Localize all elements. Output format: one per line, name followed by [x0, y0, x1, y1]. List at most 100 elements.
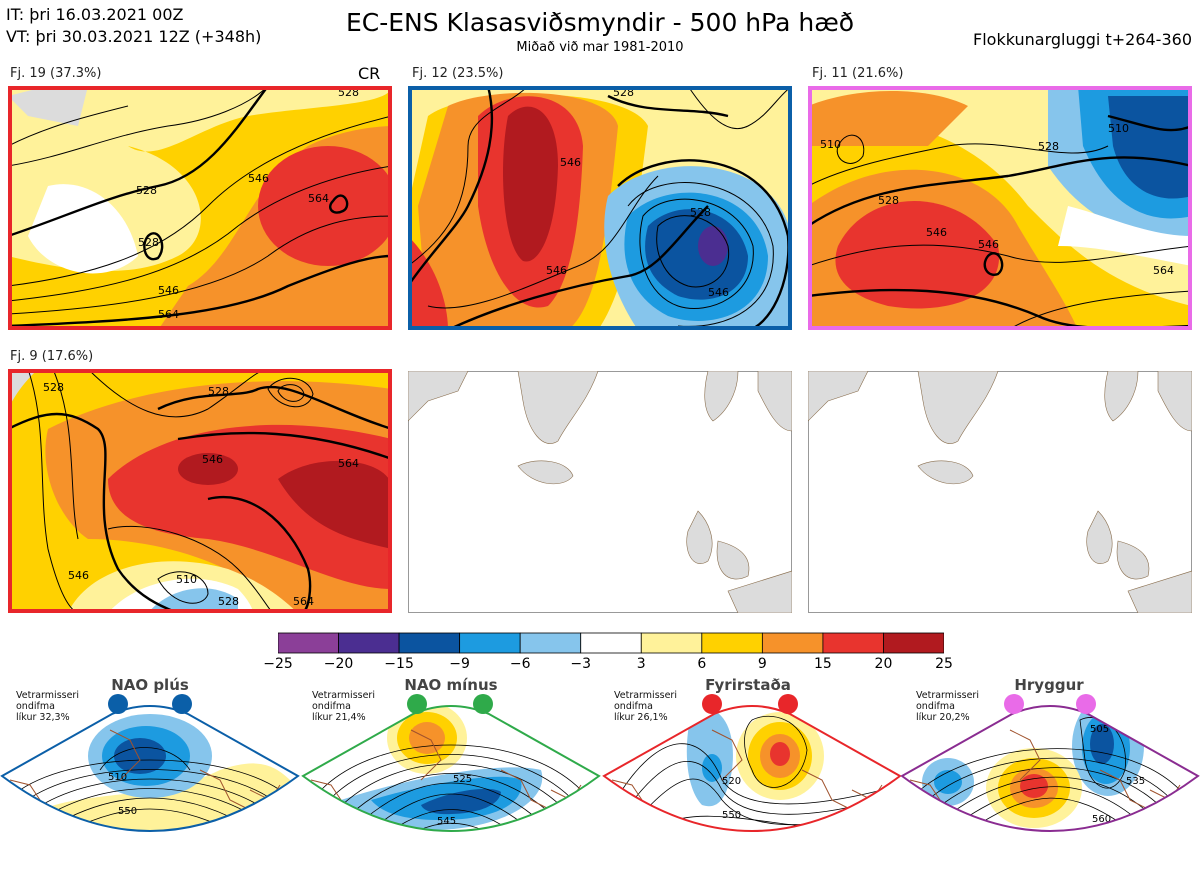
regime-4-contour-505: 505	[1090, 724, 1109, 735]
panel-3-label: Fj. 11 (21.6%)	[812, 66, 904, 81]
colorbar	[278, 632, 944, 654]
regime-2-contour-545: 545	[437, 816, 456, 827]
colorbar-tick-label: −3	[570, 656, 592, 672]
panel-4-contour-label-1: 528	[208, 385, 229, 398]
regime-3-dot-right	[778, 694, 798, 714]
panel-2-contour-label-1: 546	[560, 156, 581, 169]
regime-2-contour-565: 565	[447, 852, 466, 863]
regime-1-dot-left	[108, 694, 128, 714]
panel-4-contour-label-4: 546	[68, 569, 89, 582]
colorbar-tick-label: −20	[323, 656, 354, 672]
initial-time: IT: þri 16.03.2021 00Z	[6, 5, 184, 24]
regime-4-border	[900, 705, 1200, 832]
panel-2-label: Fj. 12 (23.5%)	[412, 66, 504, 81]
header-left: IT: þri 16.03.2021 00Z VT: þri 30.03.202…	[6, 4, 261, 48]
regime-3-contour-550: 550	[722, 810, 741, 821]
panel-2-contour-label-2: 546	[546, 264, 567, 277]
regime-4-map: 505 535 560	[900, 694, 1200, 832]
colorbar-tick-label: 15	[813, 656, 832, 672]
colorbar-swatch	[459, 632, 521, 654]
colorbar-swatch	[701, 632, 763, 654]
panel-4-label: Fj. 9 (17.6%)	[10, 349, 94, 364]
regime-2-border	[301, 705, 601, 832]
panel-1-map: 528 546 564 528 546 564 528	[8, 86, 392, 330]
regime-3-contour-520: 520	[722, 776, 741, 787]
panel-3-contour-label-7: 528	[1038, 140, 1059, 153]
empty-map-panel-6	[808, 371, 1192, 613]
panel-1-contour-label-1: 528	[136, 184, 157, 197]
regime-2-title: NAO mínus	[404, 676, 498, 694]
colorbar-swatch	[822, 632, 884, 654]
empty-map-panel-5	[408, 371, 792, 613]
regime-4-contour-560: 560	[1092, 814, 1111, 825]
panel-4-contour-label-3: 564	[338, 457, 359, 470]
panel-4-contour-label-2: 546	[202, 453, 223, 466]
panel-3-map: 510 528 546 546 564 510 528	[808, 86, 1192, 330]
regime-2-dot-right	[473, 694, 493, 714]
colorbar-tick-label: −6	[509, 656, 531, 672]
colorbar-swatch	[883, 632, 944, 654]
regime-1-border	[0, 705, 300, 832]
panel-1-contour-label-5: 546	[158, 284, 179, 297]
panel-1-tag: CR	[358, 64, 381, 83]
regime-4-dot-right	[1076, 694, 1096, 714]
page-subtitle: Miðað við mar 1981-2010	[516, 40, 684, 55]
panel-3-contour-label-1: 510	[820, 138, 841, 151]
panel-3-border	[808, 86, 1192, 330]
regime-3-dot-left	[702, 694, 722, 714]
regime-3-map: 520 550 560	[602, 694, 902, 845]
regime-1-contour-550: 550	[118, 806, 137, 817]
colorbar-swatch	[580, 632, 642, 654]
page-title: EC-ENS Klasasviðsmyndir - 500 hPa hæð	[345, 8, 855, 37]
colorbar-tick-label: 20	[874, 656, 893, 672]
panel-4-contour-label-6: 528	[218, 595, 239, 608]
panel-1-border	[8, 86, 392, 330]
panel-3-contour-label-2: 528	[878, 194, 899, 207]
regime-4-dot-left	[1004, 694, 1024, 714]
regime-3-note: Vetrarmisseri ondifma líkur 26,1%	[614, 690, 677, 723]
regime-3-contour-560: 560	[738, 834, 757, 845]
panel-1-contour-label-2: 546	[248, 172, 269, 185]
panel-1-contour-label-6: 564	[158, 308, 179, 321]
panel-4-map: 528 546 564 546 510 528 564 528	[8, 369, 392, 613]
colorbar-tick-label: 6	[697, 656, 707, 672]
panel-4-border	[8, 369, 392, 613]
panel-3-contour-label-3: 546	[926, 226, 947, 239]
colorbar-tick-label: 25	[935, 656, 953, 672]
regime-1-note: Vetrarmisseri ondifma líkur 32,3%	[16, 690, 79, 723]
panel-1-contour-label-3: 564	[308, 192, 329, 205]
colorbar-tick-label: −25	[263, 656, 293, 672]
colorbar-swatch	[398, 632, 461, 654]
regime-2-dot-left	[407, 694, 427, 714]
regime-2-contour-525: 525	[453, 774, 472, 785]
colorbar-swatch	[338, 632, 400, 654]
regime-4-contour-535: 535	[1126, 776, 1145, 787]
panel-3-contour-label-4: 546	[978, 238, 999, 251]
panel-2-map: 546 546 528 546 528	[408, 86, 792, 330]
panel-4-contour-label-8: 528	[43, 381, 64, 394]
panel-3-contour-label-5: 564	[1153, 264, 1174, 277]
colorbar-swatch	[761, 632, 824, 654]
colorbar-tick-label: 3	[636, 656, 646, 672]
colorbar-swatch	[640, 632, 703, 654]
panel-3-contour-label-6: 510	[1108, 122, 1129, 135]
panel-1-contour-label-4: 528	[138, 236, 159, 249]
panel-2-contour-label-4: 546	[708, 286, 729, 299]
panel-2-border	[408, 86, 792, 330]
classification-window: Flokkunargluggi t+264-360	[973, 30, 1192, 49]
regime-4-title: Hryggur	[1014, 676, 1084, 694]
colorbar-tick-label: 9	[757, 656, 767, 672]
colorbar-swatch	[519, 632, 582, 654]
valid-time: VT: þri 30.03.2021 12Z (+348h)	[6, 27, 262, 46]
panel-4-contour-label-7: 564	[293, 595, 314, 608]
panel-1-label: Fj. 19 (37.3%)	[10, 66, 102, 81]
colorbar-swatch	[278, 632, 339, 654]
panel-2-contour-label-3: 528	[690, 206, 711, 219]
regime-1-contour-510: 510	[108, 772, 127, 783]
regime-1-dot-right	[172, 694, 192, 714]
regime-4-note: Vetrarmisseri ondifma líkur 20,2%	[916, 690, 979, 723]
regime-2-map: 525 545 565	[301, 694, 601, 863]
colorbar-tick-label: −9	[449, 656, 470, 672]
panel-4-contour-label-5: 510	[176, 573, 197, 586]
regime-1-map: 510 550	[0, 694, 300, 832]
